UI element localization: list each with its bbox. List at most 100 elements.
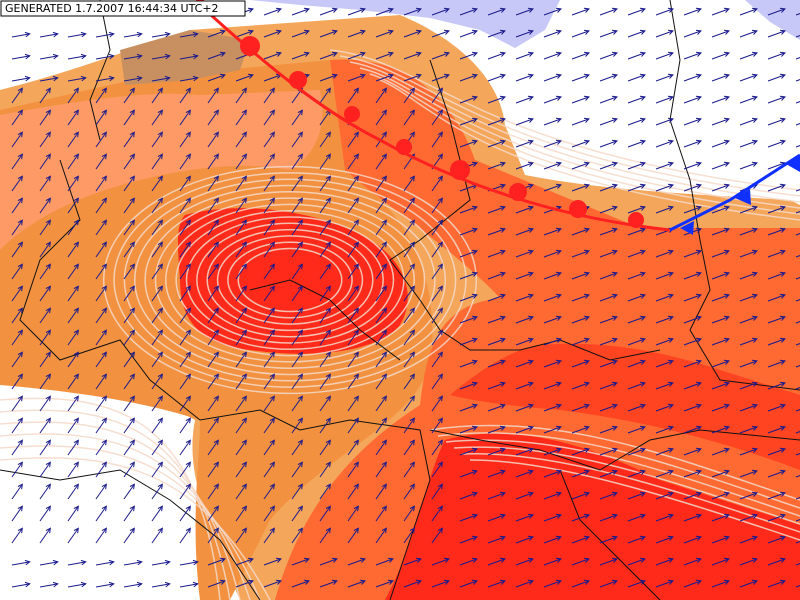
wind-arrow xyxy=(711,492,730,500)
wind-arrow-head xyxy=(101,439,107,446)
wind-arrow xyxy=(515,448,534,456)
wind-arrow xyxy=(123,263,135,280)
wind-arrow xyxy=(795,79,800,82)
wind-arrow-head xyxy=(325,197,331,204)
wind-arrow xyxy=(263,30,282,38)
wind-arrow xyxy=(151,263,163,280)
wind-arrow-head xyxy=(723,425,730,431)
wind-arrow-head xyxy=(325,241,331,248)
wind-arrow xyxy=(795,431,800,434)
wind-arrow xyxy=(319,219,331,236)
isoline xyxy=(429,424,800,501)
wind-arrow-head xyxy=(101,109,107,116)
wind-arrow-head xyxy=(80,53,87,60)
wind-arrow xyxy=(459,8,478,16)
wind-arrow xyxy=(67,395,79,412)
wind-arrow-head xyxy=(751,271,758,277)
wind-arrow xyxy=(627,206,646,214)
wind-arrow xyxy=(11,373,23,390)
isoline xyxy=(165,203,415,357)
wind-arrow-head xyxy=(24,75,31,82)
wind-arrow xyxy=(599,162,618,170)
wind-arrow xyxy=(795,585,800,588)
wind-arrow xyxy=(347,351,359,368)
wind-arrow-head xyxy=(359,579,366,585)
wind-arrow xyxy=(263,131,275,148)
wind-arrow-head xyxy=(499,359,506,365)
wind-arrow-head xyxy=(247,557,254,563)
wind-arrow-head xyxy=(247,579,254,585)
wind-arrow xyxy=(319,307,331,324)
wind-arrow-head xyxy=(17,109,23,116)
wind-arrow xyxy=(655,360,674,368)
wind-arrow-head xyxy=(185,351,191,358)
wind-arrow xyxy=(319,461,331,478)
wind-arrow-head xyxy=(45,417,51,424)
wind-arrow xyxy=(347,417,359,434)
wind-arrow xyxy=(767,96,786,104)
wind-arrow-head xyxy=(695,227,702,233)
wind-arrow xyxy=(263,109,275,126)
wind-arrow xyxy=(683,514,702,522)
wind-arrow-head xyxy=(269,285,275,292)
wind-arrow-head xyxy=(73,439,79,446)
wind-arrow-head xyxy=(471,271,478,277)
wind-arrow xyxy=(207,329,219,346)
wind-arrow xyxy=(375,417,387,434)
wind-arrow-head xyxy=(751,579,758,585)
wind-arrow xyxy=(599,74,618,82)
wind-arrow xyxy=(207,580,226,588)
wind-arrow-head xyxy=(241,285,247,292)
wind-arrow-head xyxy=(695,557,702,563)
wind-arrow-head xyxy=(381,153,387,160)
wind-arrow xyxy=(431,505,443,522)
wind-arrow xyxy=(711,580,730,588)
wind-arrow-head xyxy=(331,7,338,13)
wind-arrow-head xyxy=(583,117,590,123)
wind-arrow xyxy=(375,483,387,500)
wind-arrow xyxy=(739,558,758,566)
wind-arrow xyxy=(207,219,219,236)
wind-arrow-head xyxy=(101,263,107,270)
wind-arrow xyxy=(263,527,275,544)
wind-arrow xyxy=(235,527,247,544)
wind-arrow-head xyxy=(471,337,478,343)
wind-arrow-head xyxy=(471,469,478,475)
wind-arrow-head xyxy=(499,535,506,541)
wind-arrow-head xyxy=(241,241,247,248)
wind-arrow xyxy=(67,483,79,500)
wind-arrow xyxy=(795,277,800,280)
isoline xyxy=(144,191,436,369)
wind-arrow xyxy=(347,52,366,60)
wind-arrow-head xyxy=(409,263,415,270)
wind-arrow-head xyxy=(247,73,254,79)
wind-arrow-head xyxy=(381,351,387,358)
wind-arrow-head xyxy=(45,307,51,314)
wind-arrow-head xyxy=(101,417,107,424)
wind-arrow-head xyxy=(247,29,254,35)
wind-arrow xyxy=(711,272,730,280)
wind-arrow xyxy=(263,8,282,16)
wind-arrow xyxy=(95,583,114,588)
wind-arrow-head xyxy=(639,249,646,255)
wind-arrow xyxy=(263,439,275,456)
wind-arrow xyxy=(711,52,730,60)
wind-arrow xyxy=(67,583,86,588)
wind-arrow xyxy=(543,96,562,104)
wind-arrow-head xyxy=(471,359,478,365)
wind-arrow-head xyxy=(213,505,219,512)
wind-arrow xyxy=(683,250,702,258)
wind-arrow xyxy=(515,294,534,302)
wind-arrow-head xyxy=(583,337,590,343)
wind-arrow-head xyxy=(129,307,135,314)
wind-arrow xyxy=(319,580,338,588)
wind-arrow-head xyxy=(639,447,646,453)
wind-arrow xyxy=(179,483,191,500)
wind-arrow xyxy=(347,329,359,346)
wind-arrow-head xyxy=(192,53,199,60)
wind-arrow-head xyxy=(45,395,51,402)
wind-arrow-head xyxy=(527,315,534,321)
wind-arrow-head xyxy=(723,51,730,57)
wind-arrow-head xyxy=(639,381,646,387)
wind-arrow-head xyxy=(471,513,478,519)
